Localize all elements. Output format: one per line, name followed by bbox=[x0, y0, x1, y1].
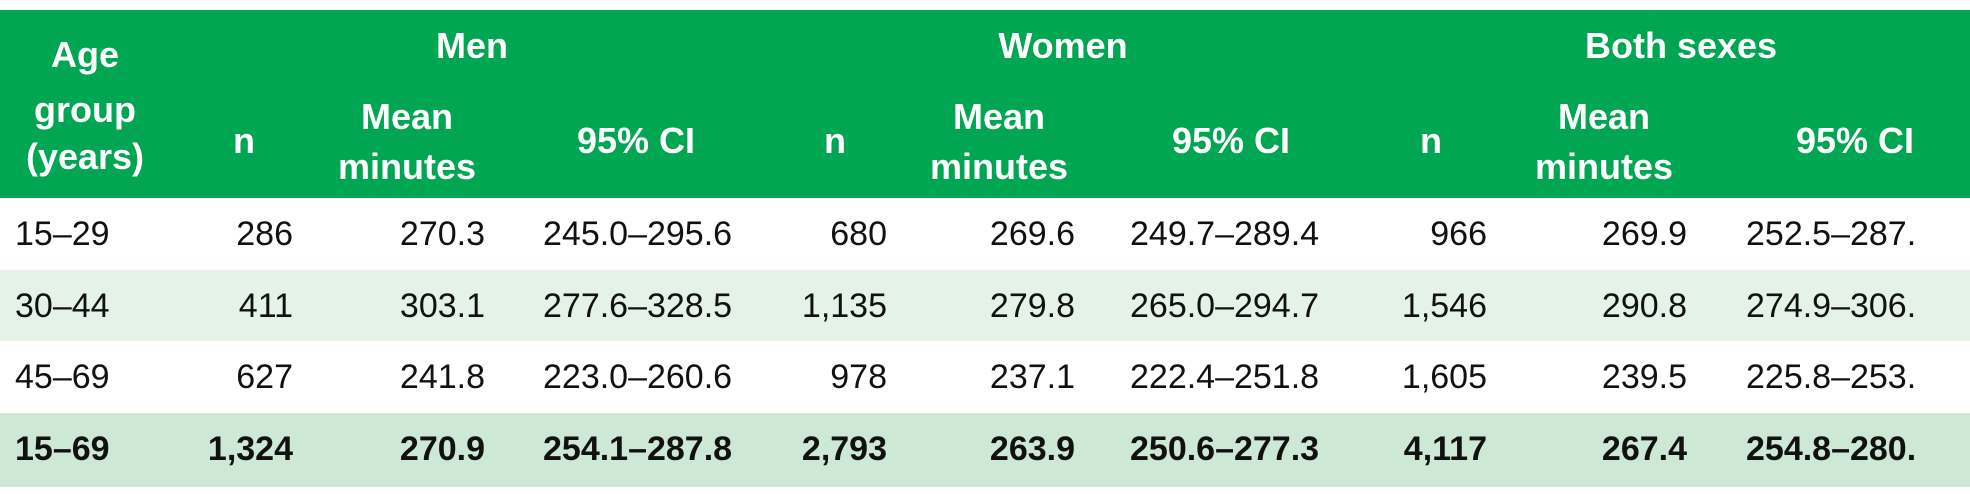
mean-header: Mean bbox=[1557, 96, 1651, 137]
table-cell: 241.8 bbox=[399, 358, 485, 396]
table-cell: 249.7–289.4 bbox=[1130, 215, 1320, 253]
table-cell: 267.4 bbox=[1601, 429, 1687, 468]
table-cell: 978 bbox=[830, 358, 887, 396]
n-header: n bbox=[824, 120, 846, 161]
mean-header: Mean bbox=[360, 96, 454, 137]
group-header: Both sexes bbox=[1584, 25, 1778, 66]
table-cell: 277.6–328.5 bbox=[543, 286, 733, 325]
table-header: Age group (years) Men n Mean minutes 95% CI Wome… bbox=[0, 10, 1970, 198]
table-cell: 4,117 bbox=[1403, 429, 1487, 468]
ci-header: 95% CI bbox=[1795, 120, 1915, 161]
table-cell: 270.3 bbox=[399, 215, 485, 253]
table-cell: 254.1–287.8 bbox=[543, 429, 733, 468]
table-cell: 265.0–294.7 bbox=[1130, 286, 1320, 325]
table-cell: 627 bbox=[236, 358, 293, 396]
table-cell: 290.8 bbox=[1601, 286, 1687, 325]
table-cell: 303.1 bbox=[399, 286, 485, 325]
mean-header: Mean bbox=[952, 96, 1046, 137]
ci-header: 95% CI bbox=[1171, 120, 1291, 161]
table-cell: 263.9 bbox=[989, 429, 1075, 468]
age-header: (years) bbox=[25, 136, 145, 177]
ci-header: 95% CI bbox=[576, 120, 696, 161]
table-cell: 15–69 bbox=[15, 429, 110, 468]
table-cell: 411 bbox=[238, 286, 293, 325]
table-cell: 1,546 bbox=[1401, 286, 1487, 325]
table-cell: 254.8–280. bbox=[1746, 429, 1917, 468]
table-cell: 270.9 bbox=[399, 429, 485, 468]
table-cell: 2,793 bbox=[801, 429, 887, 468]
table-cell: 245.0–295.6 bbox=[543, 215, 733, 253]
table-cell: 252.5–287. bbox=[1746, 215, 1917, 253]
table-cell: 225.8–253. bbox=[1746, 358, 1917, 396]
table-cell: 286 bbox=[236, 215, 293, 253]
table-cell: 222.4–251.8 bbox=[1130, 358, 1320, 396]
table-cell: 274.9–306. bbox=[1746, 286, 1917, 325]
total-row: 15–69 1,324 270.9 254.1–287.8 2,793 263.9 250.… bbox=[0, 412, 1970, 487]
table-cell: 30–44 bbox=[15, 286, 110, 325]
table-cell: 966 bbox=[1430, 215, 1487, 253]
table-cell: 680 bbox=[830, 215, 887, 253]
table-cell: 1,324 bbox=[207, 429, 293, 468]
table-cell: 237.1 bbox=[989, 358, 1075, 396]
table-cell: 15–29 bbox=[15, 215, 110, 253]
mean-header: minutes bbox=[929, 146, 1069, 187]
n-header: n bbox=[233, 120, 255, 161]
table-row: 15–29 286 270.3 245.0–295.6 680 269.6 249.7–28… bbox=[0, 198, 1970, 272]
table-cell: 250.6–277.3 bbox=[1130, 429, 1320, 468]
table-row: 30–44 411 303.1 277.6–328.5 1,135 279.8 265.0–… bbox=[0, 269, 1970, 344]
group-header: Men bbox=[436, 25, 508, 66]
n-header: n bbox=[1420, 120, 1442, 161]
data-table: Age group (years) Men n Mean minutes 95% CI Wome… bbox=[0, 10, 1970, 494]
table-cell: 269.9 bbox=[1601, 215, 1687, 253]
group-header: Women bbox=[998, 25, 1128, 66]
age-header: group bbox=[34, 89, 136, 130]
mean-header: minutes bbox=[337, 146, 477, 187]
table-cell: 279.8 bbox=[989, 286, 1075, 325]
table-row: 45–69 627 241.8 223.0–260.6 978 237.1 222.4–25… bbox=[0, 341, 1970, 415]
table-cell: 269.6 bbox=[989, 215, 1075, 253]
table-cell: 1,135 bbox=[801, 286, 887, 325]
table-cell: 223.0–260.6 bbox=[543, 358, 733, 396]
age-header: Age bbox=[50, 34, 120, 75]
table-cell: 239.5 bbox=[1601, 358, 1687, 396]
table-cell: 45–69 bbox=[15, 358, 110, 396]
table-cell: 1,605 bbox=[1401, 358, 1487, 396]
mean-header: minutes bbox=[1534, 146, 1674, 187]
